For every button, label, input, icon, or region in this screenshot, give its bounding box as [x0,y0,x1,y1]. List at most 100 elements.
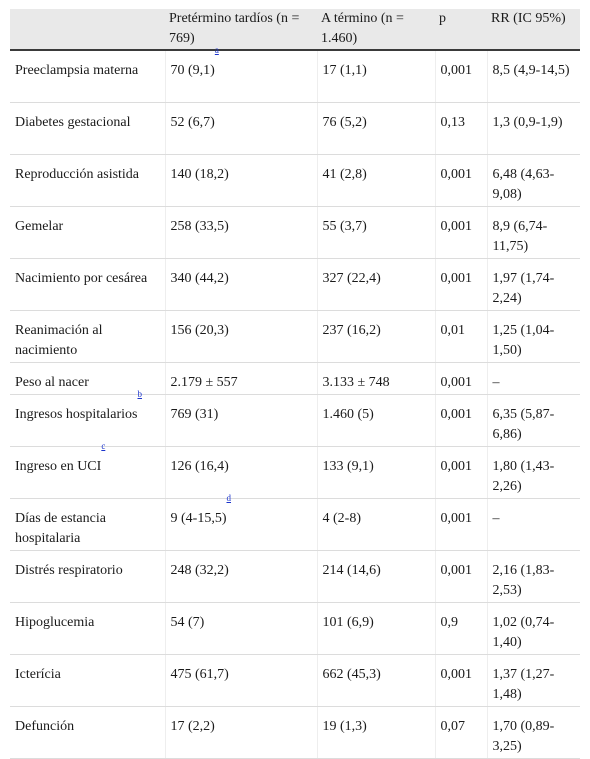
cell-term: 4 (2-8) [316,498,435,551]
cell-relative-risk: 8,9 (6,74-11,75) [486,206,580,259]
cell-p-value: 0,001 [434,394,487,447]
cell-relative-risk-text: – [492,511,500,526]
cell-p-value: 0,001 [434,154,487,207]
cell-variable-text: Reproducción asistida [15,167,140,182]
cell-preterm-text: 2.179 ± 557 [170,375,238,390]
cell-p-value-text: 0,001 [440,459,473,474]
cell-preterm-text: 126 (16,4) [170,459,229,474]
footnote-link[interactable]: c [101,441,106,452]
cell-p-value-text: 0,001 [440,271,473,286]
footnote-marker: d [227,494,232,519]
cell-preterm: 70 (9,1) a [164,46,317,103]
cell-term: 17 (1,1) [316,50,435,103]
cell-relative-risk: 1,80 (1,43-2,26) [486,446,580,499]
cell-preterm: 2.179 ± 557 [164,362,317,395]
cell-p-value: 0,07 [434,706,487,759]
cell-term-text: 76 (5,2) [322,115,367,130]
cell-variable-text: Ingresos hospitalarios [15,407,138,422]
cell-p-value: 0,01 [434,310,487,363]
cell-variable: Hipoglucemia [10,602,165,655]
cell-term-text: 214 (14,6) [322,563,381,578]
cell-relative-risk-text: 6,48 (4,63-9,08) [492,167,555,202]
cell-variable-text: Nacimiento por cesárea [15,271,148,286]
cell-variable: Preeclampsia materna [10,50,165,103]
table-row: Distrés respiratorio 248 (32,2) 214 (14,6)… [10,550,580,603]
table-row: Nacimiento por cesárea 340 (44,2) 327 (22,… [10,258,580,311]
cell-variable: Reproducción asistida [10,154,165,207]
cell-p-value-text: 0,001 [440,563,473,578]
table-header: Pretérmino tardíos (n = 769) A término (… [10,9,580,51]
cell-preterm: 769 (31) [164,394,317,447]
cell-variable: Peso al nacer [10,362,165,395]
table-row: Icterícia 475 (61,7) 662 (45,3) 0,001 1,37 (… [10,654,580,707]
table-row: Ingresos hospitalarios b 769 (31) 1.460 (5)… [10,390,580,447]
footnote-link[interactable]: b [137,389,142,400]
cell-variable-text: Gemelar [15,219,64,234]
cell-term: 3.133 ± 748 [316,362,435,395]
cell-p-value: 0,001 [434,206,487,259]
footnote-link[interactable]: a [214,45,219,56]
cell-term: 19 (1,3) [316,706,435,759]
header-relative-risk: RR (IC 95%) [487,9,580,51]
table-row: Hipoglucemia 54 (7) 101 (6,9) 0,9 1,02 (0,74… [10,602,580,655]
cell-preterm-text: 17 (2,2) [170,719,215,734]
table-body: Preeclampsia materna 70 (9,1) a 17 (1,1) 0,0… [10,46,580,759]
cell-term-text: 17 (1,1) [322,63,367,78]
cell-preterm-text: 156 (20,3) [170,323,229,338]
cell-preterm-text: 9 (4-15,5) [170,511,227,526]
cell-preterm: 248 (32,2) [164,550,317,603]
cell-p-value-text: 0,9 [440,615,459,630]
cell-term-text: 327 (22,4) [322,271,381,286]
header-variable [10,9,165,51]
cell-variable-text: Peso al nacer [15,375,89,390]
cell-relative-risk-text: 1,37 (1,27-1,48) [492,667,555,702]
table-row: Diabetes gestacional 52 (6,7) 76 (5,2) 0,13… [10,102,580,155]
cell-term: 237 (16,2) [316,310,435,363]
cell-variable: Días de estancia hospitalaria [10,498,165,551]
cell-variable: Ingreso en UCI c [10,442,165,499]
cell-variable: Icterícia [10,654,165,707]
cell-relative-risk: 1,02 (0,74-1,40) [486,602,580,655]
cell-preterm: 126 (16,4) [164,446,317,499]
cell-relative-risk: 2,16 (1,83-2,53) [486,550,580,603]
cell-p-value-text: 0,01 [440,323,466,338]
table-row: Días de estancia hospitalaria 9 (4-15,5) d… [10,494,580,551]
cell-variable: Gemelar [10,206,165,259]
cell-term: 101 (6,9) [316,602,435,655]
cell-preterm-text: 340 (44,2) [170,271,229,286]
footnote-link[interactable]: d [226,493,232,504]
cell-term: 1.460 (5) [316,394,435,447]
header-p-value: p [435,9,487,51]
cell-preterm: 140 (18,2) [164,154,317,207]
table-row: Reanimación al nacimiento 156 (20,3) 237 (… [10,310,580,363]
cell-preterm: 17 (2,2) [164,706,317,759]
results-table: Pretérmino tardíos (n = 769) A término (… [10,9,580,759]
cell-relative-risk: – [486,362,580,395]
cell-p-value-text: 0,13 [440,115,466,130]
cell-term: 214 (14,6) [316,550,435,603]
table-row: Gemelar 258 (33,5) 55 (3,7) 0,001 8,9 (6,74-… [10,206,580,259]
cell-relative-risk: 1,97 (1,74-2,24) [486,258,580,311]
cell-preterm-text: 258 (33,5) [170,219,229,234]
cell-relative-risk: 1,3 (0,9-1,9) [486,102,580,155]
table-row: Preeclampsia materna 70 (9,1) a 17 (1,1) 0,0… [10,46,580,103]
cell-p-value: 0,001 [434,446,487,499]
header-preterm: Pretérmino tardíos (n = 769) [165,9,317,51]
cell-variable: Diabetes gestacional [10,102,165,155]
cell-preterm: 54 (7) [164,602,317,655]
cell-term-text: 41 (2,8) [322,167,367,182]
footnote-marker: a [215,46,219,71]
cell-preterm: 9 (4-15,5) d [164,494,317,551]
cell-preterm-text: 54 (7) [170,615,205,630]
cell-relative-risk-text: 2,16 (1,83-2,53) [492,563,555,598]
cell-term-text: 55 (3,7) [322,219,367,234]
cell-variable-text: Reanimación al nacimiento [15,323,103,358]
cell-p-value: 0,001 [434,258,487,311]
cell-relative-risk-text: – [492,375,500,390]
cell-term-text: 19 (1,3) [322,719,367,734]
table-row: Peso al nacer 2.179 ± 557 3.133 ± 748 0,001… [10,362,580,395]
cell-term-text: 4 (2-8) [322,511,362,526]
cell-relative-risk: 1,70 (0,89-3,25) [486,706,580,759]
cell-relative-risk: 1,25 (1,04-1,50) [486,310,580,363]
cell-term: 133 (9,1) [316,446,435,499]
